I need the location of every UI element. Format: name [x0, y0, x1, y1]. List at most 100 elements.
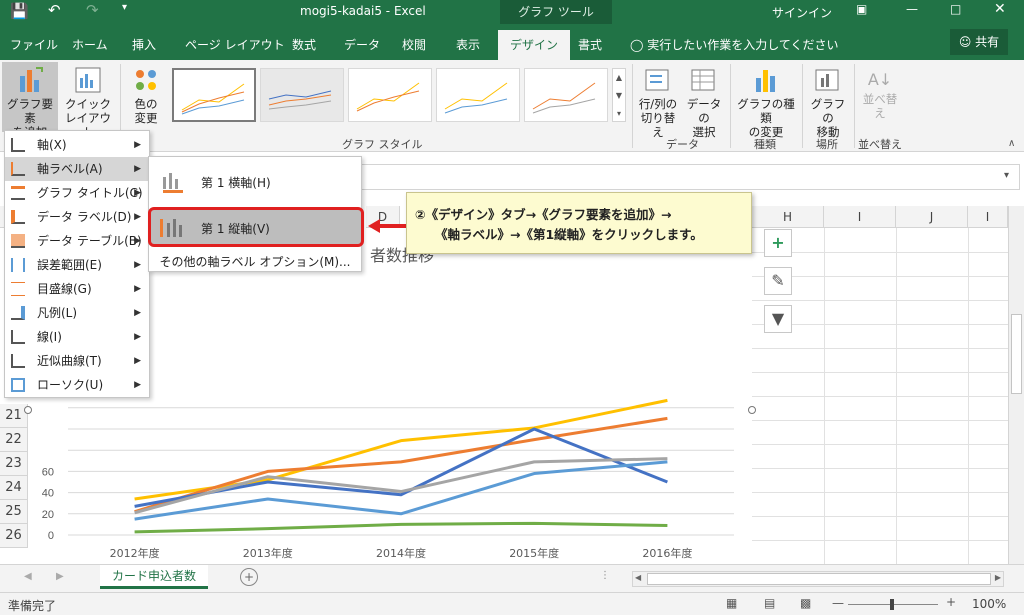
ribbon-display-icon[interactable]: ▣ [856, 2, 868, 16]
tab-data[interactable]: データ [344, 38, 381, 52]
horizontal-scroll-thumb[interactable] [647, 573, 991, 585]
submenu-label: 第 1 横軸(H) [201, 176, 271, 190]
menu-item-data-table[interactable]: データ テーブル(B) ▶ [5, 229, 149, 253]
menu-item-data-labels[interactable]: データ ラベル(D) ▶ [5, 205, 149, 229]
primary-vertical-axis-title[interactable]: 第 1 縦軸(V) [148, 207, 364, 247]
chart-style-2[interactable] [260, 68, 344, 122]
submenu-label: 第 1 縦軸(V) [201, 222, 270, 236]
menu-item-error-bars[interactable]: 誤差範囲(E) ▶ [5, 253, 149, 277]
column-header-k[interactable]: I [968, 206, 1008, 228]
grid-line [752, 372, 1008, 373]
chart-style-4[interactable] [436, 68, 520, 122]
zoom-out-icon[interactable]: — [832, 596, 844, 610]
more-axis-title-options[interactable]: その他の軸ラベル オプション(M)... [149, 253, 361, 271]
zoom-in-icon[interactable]: + [946, 595, 957, 609]
series-line-4 [134, 457, 668, 515]
row-header-22[interactable]: 22 [0, 428, 28, 452]
person-icon: ☺ [958, 35, 972, 49]
signin-link[interactable]: サインイン [772, 6, 833, 20]
expand-formula-icon[interactable]: ▾ [1004, 170, 1010, 181]
scroll-left-icon[interactable]: ◀ [635, 573, 642, 582]
row-header-23[interactable]: 23 [0, 452, 28, 476]
quick-layout-button[interactable]: クイック レイアウト [60, 62, 116, 139]
page-break-view-icon[interactable]: ▩ [800, 596, 812, 610]
y-tick-label: 0 [48, 530, 54, 542]
sort-line1: 並べ替 [862, 92, 898, 106]
chart-elements-plus-icon[interactable]: + [764, 229, 792, 257]
switch-row-column-button[interactable]: 行/列の 切り替え [636, 62, 680, 139]
grid-line [752, 492, 1008, 493]
chart-style-3[interactable] [348, 68, 432, 122]
redo-icon[interactable]: ↷ [86, 1, 99, 19]
tab-home[interactable]: ホーム [72, 38, 108, 52]
change-colors-button[interactable]: 色の 変更 [124, 62, 168, 132]
tab-formulas[interactable]: 数式 [292, 38, 317, 52]
menu-item-chart-title[interactable]: グラフ タイトル(C) ▶ [5, 181, 149, 205]
undo-icon[interactable]: ↶ [48, 1, 61, 19]
row-header-26[interactable]: 26 [0, 524, 28, 548]
maximize-icon[interactable]: □ [950, 2, 962, 16]
save-icon[interactable]: 💾 [10, 2, 29, 20]
menu-item-up-down-bars[interactable]: ローソク(U) ▶ [5, 373, 149, 397]
minimize-icon[interactable]: — [906, 2, 918, 16]
column-header-h[interactable]: H [752, 206, 824, 228]
zoom-level[interactable]: 100% [972, 597, 1007, 611]
page-layout-view-icon[interactable]: ▤ [764, 596, 776, 610]
select-data-line2: 選択 [692, 125, 716, 139]
select-data-button[interactable]: データの 選択 [682, 62, 726, 139]
prev-sheet-icon[interactable]: ◀ [24, 571, 32, 582]
chart-styles-brush-icon[interactable]: ✎ [764, 267, 792, 295]
menu-item-axis-titles[interactable]: 軸ラベル(A) ▶ [5, 157, 149, 181]
menu-item-legend[interactable]: 凡例(L) ▶ [5, 301, 149, 325]
sheet-tab-bar: ◀ ▶ カード申込者数 + ⋮ ◀ ▶ [0, 564, 1024, 592]
grid-line [752, 324, 1008, 325]
row-header-25[interactable]: 25 [0, 500, 28, 524]
share-button[interactable]: ☺ 共有 [950, 29, 1008, 55]
tab-design[interactable]: デザイン [498, 30, 571, 60]
vertical-scrollbar[interactable] [1008, 206, 1024, 564]
vertical-scroll-thumb[interactable] [1011, 314, 1022, 394]
quick-layout-icon [75, 67, 101, 93]
change-chart-type-button[interactable]: グラフの種類 の変更 [734, 62, 798, 139]
menu-item-trendline[interactable]: 近似曲線(T) ▶ [5, 349, 149, 373]
menu-item-lines[interactable]: 線(I) ▶ [5, 325, 149, 349]
style-gallery-scroll[interactable]: ▲ ▼ ▾ [612, 68, 626, 122]
tab-view[interactable]: 表示 [456, 38, 481, 52]
normal-view-icon[interactable]: ▦ [726, 596, 738, 610]
zoom-slider-thumb[interactable] [890, 599, 894, 610]
tab-format[interactable]: 書式 [578, 38, 603, 52]
customize-qat-icon[interactable]: ▾ [122, 2, 128, 13]
tab-page-layout[interactable]: ページ レイアウト [185, 38, 285, 52]
scroll-right-icon[interactable]: ▶ [994, 573, 1001, 582]
zoom-slider[interactable] [848, 599, 938, 610]
chart-style-1[interactable] [172, 68, 256, 122]
column-header-j[interactable]: J [896, 206, 968, 228]
menu-item-gridlines[interactable]: 目盛線(G) ▶ [5, 277, 149, 301]
column-header-i[interactable]: I [824, 206, 896, 228]
tab-file[interactable]: ファイル [10, 38, 59, 52]
next-sheet-icon[interactable]: ▶ [56, 571, 64, 582]
new-sheet-icon[interactable]: + [240, 568, 258, 586]
series-line-5 [134, 460, 668, 521]
row-header-24[interactable]: 24 [0, 476, 28, 500]
chart-filter-icon[interactable]: ▼ [764, 305, 792, 333]
tell-me-search[interactable]: ◯ 実行したい作業を入力してください [630, 36, 839, 53]
primary-horizontal-axis-title[interactable]: 第 1 横軸(H) [149, 165, 361, 199]
formula-input[interactable] [360, 164, 1020, 190]
menu-item-axes[interactable]: 軸(X) ▶ [5, 133, 149, 157]
chart-resize-handle[interactable] [748, 406, 756, 414]
chart-resize-handle[interactable] [24, 406, 32, 414]
menu-label: データ ラベル(D) [37, 210, 132, 224]
tab-review[interactable]: 校閲 [402, 38, 427, 52]
row-header-21[interactable]: 21 [0, 404, 28, 428]
add-chart-element-button[interactable]: グラフ要素 を追加 [2, 62, 58, 139]
chart-style-5[interactable] [524, 68, 608, 122]
collapse-ribbon-icon[interactable]: ∧ [1008, 138, 1016, 149]
sort-button[interactable]: A↓ 並べ替 え [858, 62, 902, 132]
horizontal-scrollbar[interactable]: ◀ ▶ [632, 571, 1004, 587]
tab-split-icon[interactable]: ⋮ [600, 570, 610, 581]
move-chart-button[interactable]: グラフの 移動 [806, 62, 850, 139]
tab-insert[interactable]: 挿入 [132, 38, 157, 52]
close-icon[interactable]: ✕ [994, 1, 1006, 17]
sheet-tab-card-applications[interactable]: カード申込者数 [100, 565, 208, 589]
